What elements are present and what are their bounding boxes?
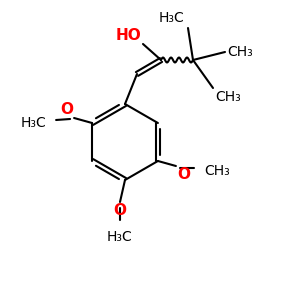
Text: H₃C: H₃C bbox=[158, 11, 184, 25]
Text: CH₃: CH₃ bbox=[215, 90, 241, 104]
Text: H₃C: H₃C bbox=[20, 116, 46, 130]
Text: HO: HO bbox=[115, 28, 141, 43]
Text: H₃C: H₃C bbox=[107, 230, 133, 244]
Text: CH₃: CH₃ bbox=[227, 45, 253, 59]
Text: CH₃: CH₃ bbox=[204, 164, 230, 178]
Text: O: O bbox=[113, 203, 127, 218]
Text: O: O bbox=[177, 167, 190, 182]
Text: O: O bbox=[60, 102, 73, 117]
